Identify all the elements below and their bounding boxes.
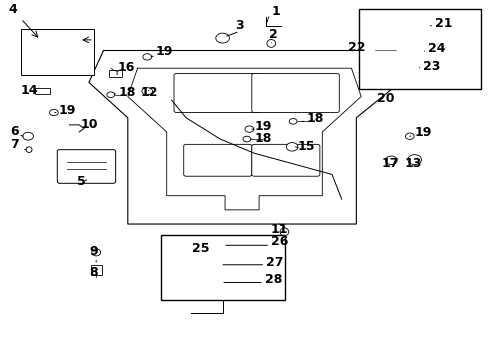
Text: 24: 24 — [427, 42, 445, 55]
Text: 19: 19 — [254, 120, 271, 133]
Text: 21: 21 — [434, 18, 452, 31]
Circle shape — [286, 143, 297, 151]
Circle shape — [142, 54, 151, 60]
Text: 19: 19 — [59, 104, 76, 117]
Bar — [161, 235, 285, 300]
Text: 27: 27 — [266, 256, 284, 269]
Text: 2: 2 — [269, 28, 278, 41]
Text: 25: 25 — [192, 242, 209, 255]
FancyBboxPatch shape — [183, 144, 251, 176]
Text: 4: 4 — [9, 3, 18, 16]
Bar — [35, 88, 50, 94]
Text: 15: 15 — [297, 140, 315, 153]
Text: 20: 20 — [376, 92, 393, 105]
Text: 12: 12 — [141, 86, 158, 99]
Circle shape — [407, 154, 421, 165]
Text: 7: 7 — [10, 138, 19, 151]
FancyBboxPatch shape — [174, 73, 261, 112]
Bar — [371, 42, 398, 58]
Circle shape — [49, 109, 58, 116]
Ellipse shape — [205, 240, 224, 251]
Text: 5: 5 — [77, 175, 86, 188]
FancyBboxPatch shape — [251, 73, 339, 112]
FancyBboxPatch shape — [57, 150, 116, 183]
Text: 23: 23 — [423, 60, 440, 73]
Circle shape — [107, 92, 115, 98]
Ellipse shape — [266, 40, 275, 47]
Text: 8: 8 — [89, 266, 98, 279]
Bar — [199, 261, 221, 269]
Circle shape — [215, 33, 229, 43]
Text: 1: 1 — [271, 5, 280, 18]
Text: 3: 3 — [235, 19, 244, 32]
Ellipse shape — [26, 147, 32, 153]
Text: 6: 6 — [10, 125, 19, 138]
Circle shape — [243, 136, 250, 142]
Ellipse shape — [92, 249, 101, 256]
Bar — [109, 70, 122, 77]
Text: 18: 18 — [118, 86, 135, 99]
Text: 19: 19 — [156, 45, 173, 58]
Ellipse shape — [416, 21, 431, 30]
Ellipse shape — [142, 88, 152, 95]
Circle shape — [288, 118, 296, 124]
Bar — [358, 9, 480, 89]
Polygon shape — [21, 29, 94, 75]
Ellipse shape — [421, 47, 431, 54]
Circle shape — [23, 132, 33, 140]
Text: 9: 9 — [89, 245, 98, 258]
Text: 28: 28 — [265, 273, 282, 286]
Ellipse shape — [413, 62, 429, 71]
Text: 14: 14 — [21, 84, 38, 97]
Text: 22: 22 — [347, 41, 365, 54]
Text: 11: 11 — [270, 223, 287, 236]
Circle shape — [405, 133, 413, 139]
FancyBboxPatch shape — [251, 144, 319, 176]
Text: 10: 10 — [80, 118, 98, 131]
Text: 13: 13 — [404, 157, 422, 170]
Text: 18: 18 — [254, 132, 271, 145]
Ellipse shape — [385, 156, 396, 165]
Text: 17: 17 — [381, 157, 398, 170]
Text: 18: 18 — [306, 112, 324, 125]
Circle shape — [244, 126, 253, 132]
Text: 16: 16 — [117, 61, 134, 74]
Text: 19: 19 — [414, 126, 431, 139]
Ellipse shape — [280, 228, 288, 236]
Bar — [91, 265, 102, 275]
Text: 26: 26 — [271, 235, 288, 248]
Ellipse shape — [198, 278, 222, 287]
